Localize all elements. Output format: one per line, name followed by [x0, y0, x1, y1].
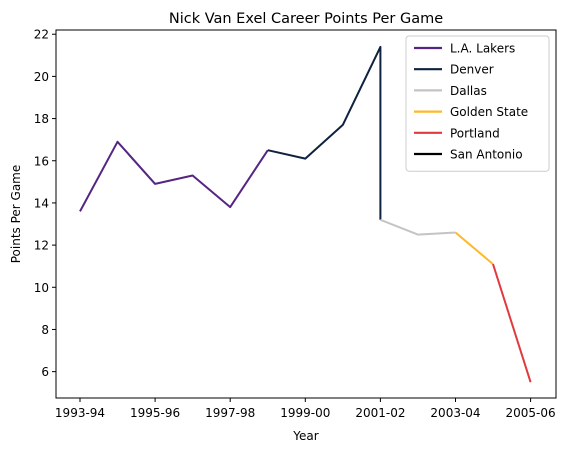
- series-line-l-a-lakers: [79, 140, 269, 212]
- x-tick-label: 1995-96: [130, 406, 180, 420]
- legend-label-golden-state: Golden State: [450, 105, 528, 119]
- y-tick-label: 18: [34, 112, 49, 126]
- x-tick-label: 2003-04: [430, 406, 480, 420]
- legend: L.A. Lakers Denver Dallas Golden State Portl…: [405, 35, 550, 172]
- plot-area-frame: [55, 29, 557, 399]
- legend-label-dallas: Dallas: [450, 84, 487, 98]
- y-tick-label: 14: [34, 196, 49, 210]
- legend-label-portland: Portland: [450, 126, 500, 140]
- legend-label-san-antonio: San Antonio: [450, 148, 523, 162]
- legend-label-denver: Denver: [450, 63, 494, 77]
- x-axis: 1993-94 1995-96 1997-98 1999-00 2001-02 2003-…: [55, 398, 556, 420]
- y-axis: 6 8 10 12 14 16 18 20 22: [34, 28, 56, 379]
- series-line-portland: [492, 263, 532, 383]
- x-axis-label: Year: [292, 429, 318, 443]
- series-layer: [79, 45, 532, 383]
- series-line-dallas: [380, 218, 456, 236]
- y-axis-label: Points Per Game: [9, 165, 23, 264]
- y-tick-label: 12: [34, 239, 49, 253]
- x-tick-label: 1993-94: [55, 406, 105, 420]
- y-tick-label: 10: [34, 281, 49, 295]
- y-tick-label: 22: [34, 28, 49, 42]
- x-tick-label: 1997-98: [205, 406, 255, 420]
- x-tick-label: 2001-02: [355, 406, 405, 420]
- series-line-golden-state: [454, 231, 494, 265]
- y-tick-label: 16: [34, 154, 49, 168]
- y-tick-label: 8: [41, 323, 49, 337]
- y-tick-label: 20: [34, 70, 49, 84]
- x-tick-label: 2005-06: [506, 406, 556, 420]
- chart-title: Nick Van Exel Career Points Per Game: [169, 11, 443, 27]
- legend-label-l-a-lakers: L.A. Lakers: [450, 42, 515, 56]
- x-tick-label: 1999-00: [280, 406, 330, 420]
- y-tick-label: 6: [41, 365, 49, 379]
- series-line-denver: [267, 45, 382, 220]
